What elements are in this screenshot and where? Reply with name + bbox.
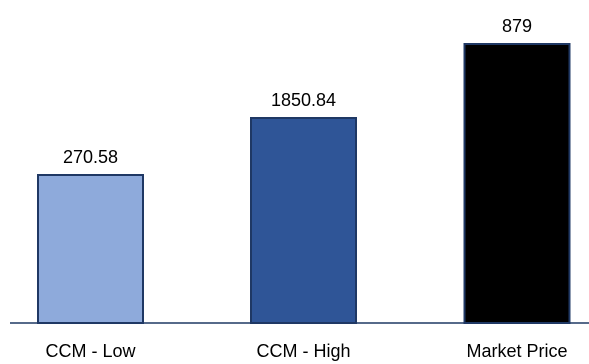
bars-group	[37, 43, 571, 324]
data-label-market-price: 879	[502, 16, 532, 36]
bar-ccm-high	[250, 117, 357, 324]
data-label-ccm-low: 270.58	[63, 147, 118, 167]
category-label-ccm-low: CCM - Low	[45, 341, 136, 361]
data-labels-group: 270.58 1850.84 879	[63, 16, 532, 167]
data-label-ccm-high: 1850.84	[271, 90, 336, 110]
category-labels-group: CCM - Low CCM - High Market Price	[45, 341, 567, 361]
bar-ccm-low	[37, 174, 144, 324]
category-label-market-price: Market Price	[466, 341, 567, 361]
category-label-ccm-high: CCM - High	[256, 341, 350, 361]
bar-market-price	[463, 43, 571, 324]
